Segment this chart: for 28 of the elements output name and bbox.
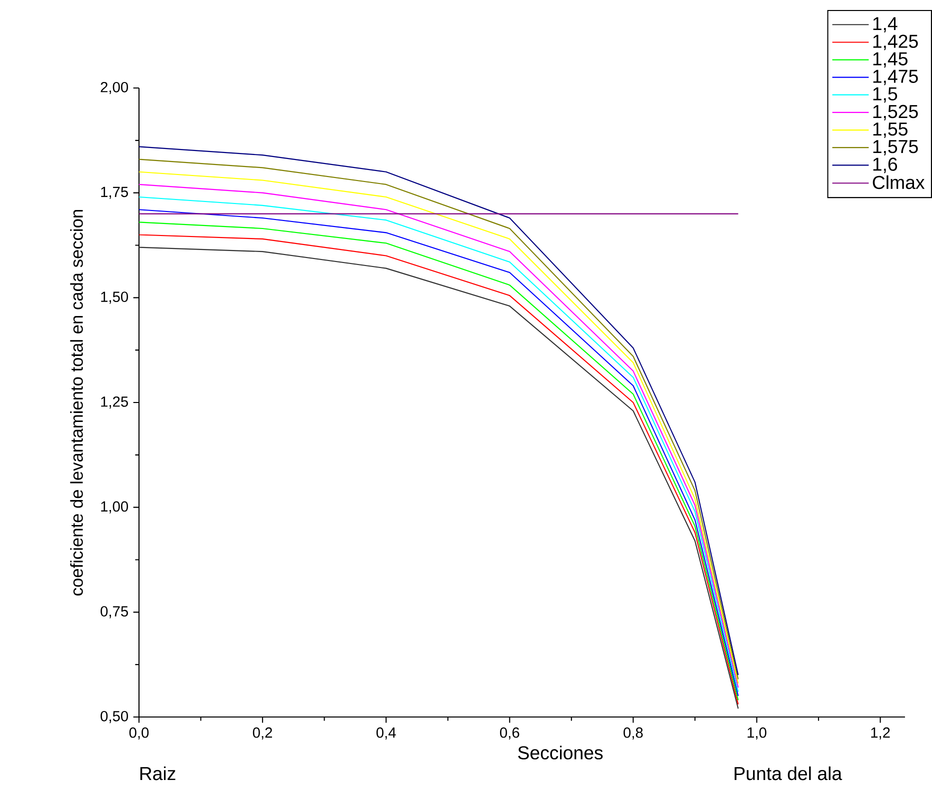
legend-label: 1,5: [873, 87, 898, 103]
y-tick-label: 1,75: [101, 186, 128, 199]
x-tick-label: 1,0: [748, 727, 766, 740]
legend-label: 1,475: [873, 70, 918, 86]
text: Raiz: [140, 766, 176, 780]
x-axis-title: Secciones: [518, 746, 603, 760]
legend-label: 1,4: [873, 17, 898, 32]
y-tick-label: 0,50: [100, 710, 128, 724]
legend-label: Clmax: [872, 175, 925, 190]
legend-label: 1,6: [873, 158, 898, 174]
legend-label: 1,425: [873, 34, 918, 50]
y-axis-title: coeficiente de levantamiento total en cada seccion: [70, 210, 83, 596]
text: Punta del ala: [734, 766, 842, 780]
x-tick-label: 1,2: [871, 727, 890, 740]
legend-label: 1,575: [873, 140, 918, 156]
x-tick-label: 0,4: [376, 727, 396, 740]
y-tick-label: 1,00: [101, 501, 128, 514]
x-tick-label: 0,2: [252, 727, 272, 740]
y-tick-label: 1,25: [101, 396, 128, 409]
legend-label: 1,525: [873, 104, 918, 120]
y-tick-label: 2,00: [100, 82, 128, 94]
y-tick-label: 1,50: [101, 292, 128, 304]
y-tick-label: 0,75: [100, 606, 128, 618]
legend-label: 1,55: [873, 122, 908, 138]
legend-label: 1,45: [873, 52, 908, 68]
x-tick-label: 0,8: [624, 727, 643, 740]
x-tick-label: 0,0: [129, 727, 149, 740]
x-tick-label: 0,6: [500, 727, 520, 740]
